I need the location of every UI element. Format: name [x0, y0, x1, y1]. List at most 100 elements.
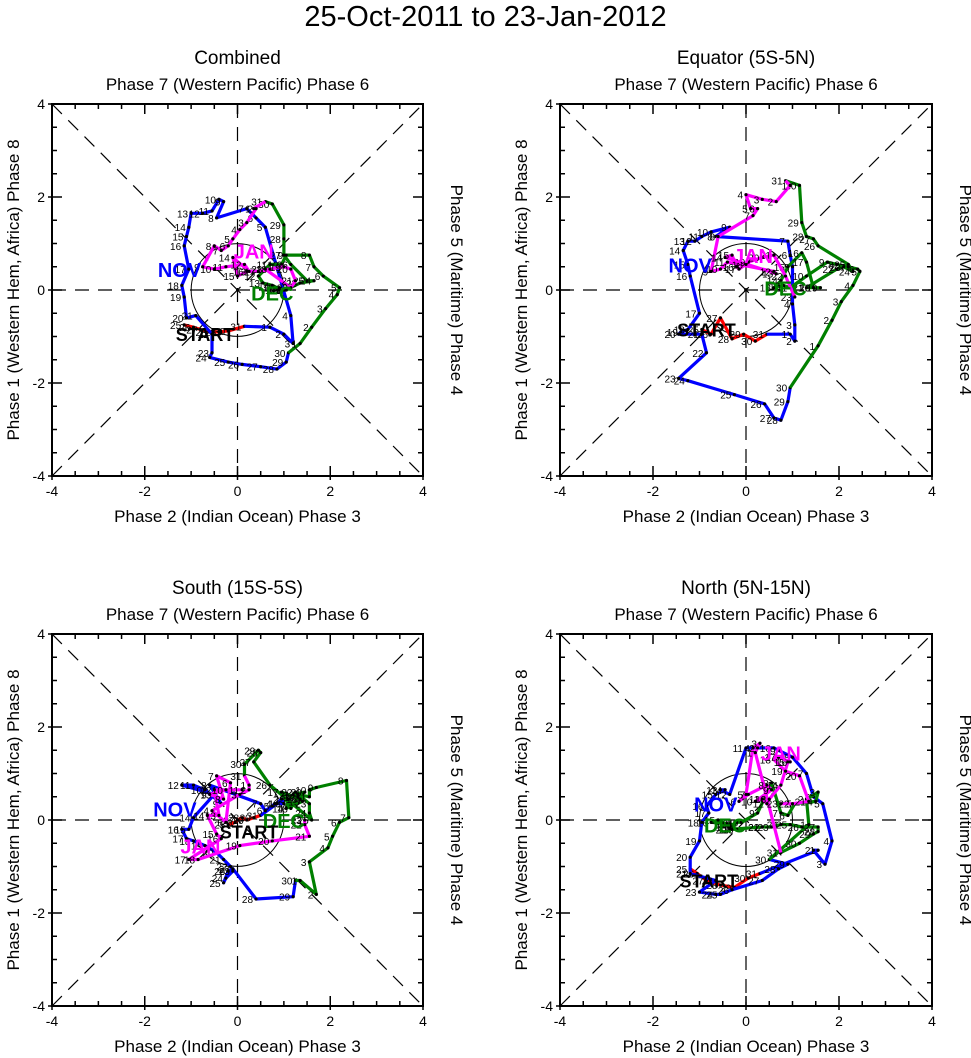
data-point — [811, 286, 816, 290]
data-point — [203, 843, 207, 848]
day-label: 7 — [744, 212, 750, 223]
data-point — [709, 332, 713, 336]
data-point — [774, 272, 778, 276]
y-tick-label: 2 — [37, 189, 45, 205]
data-point — [816, 244, 820, 248]
y-tick-label: -4 — [33, 998, 46, 1014]
data-point — [344, 778, 349, 783]
data-point — [217, 813, 221, 817]
data-point — [818, 286, 823, 290]
right-axis-label: Phase 5 (Maritime) Phase 4 — [447, 185, 466, 396]
day-label: 3 — [285, 339, 291, 350]
day-label: 14 — [219, 253, 231, 264]
data-point — [252, 816, 256, 820]
day-label: 20 — [291, 788, 303, 799]
x-tick-label: 2 — [835, 1013, 843, 1029]
day-label: 2 — [273, 795, 279, 806]
day-label: 15 — [172, 233, 184, 244]
start-label: START — [679, 871, 738, 891]
data-point — [700, 234, 704, 239]
day-label: 18 — [168, 281, 180, 292]
data-point — [697, 890, 702, 894]
day-label: 7 — [740, 790, 746, 801]
day-label: 29 — [720, 883, 732, 894]
data-point — [793, 323, 797, 327]
day-label: 16 — [265, 284, 277, 295]
day-label: 31 — [230, 322, 242, 333]
day-label: 27 — [799, 235, 811, 246]
day-label: 13 — [177, 209, 189, 220]
day-label: 22 — [702, 876, 714, 887]
day-label: 25 — [688, 326, 700, 337]
data-point — [797, 183, 802, 187]
data-point — [321, 274, 325, 278]
data-point — [821, 802, 825, 806]
day-label: 4 — [231, 226, 237, 237]
day-label: 20 — [277, 265, 289, 276]
day-label: 4 — [823, 837, 829, 848]
data-point — [254, 207, 258, 211]
day-label: 9 — [763, 786, 769, 797]
day-label: 3 — [833, 298, 839, 309]
data-point — [797, 774, 802, 778]
data-point — [804, 771, 809, 776]
data-point — [284, 806, 288, 810]
data-point — [191, 839, 196, 843]
month-label-jan: JAN — [733, 246, 773, 268]
month-label-dec: DEC — [704, 816, 746, 838]
data-point — [835, 262, 839, 267]
day-label: 15 — [288, 797, 300, 808]
day-label: 14 — [175, 223, 187, 234]
day-label: 1 — [810, 342, 816, 353]
data-point — [800, 251, 804, 255]
day-label: 27 — [804, 823, 816, 834]
data-point — [228, 864, 233, 869]
data-point — [275, 367, 279, 371]
data-point — [270, 202, 274, 206]
data-point — [760, 197, 764, 201]
day-label: 1 — [261, 323, 267, 334]
data-point — [226, 823, 230, 827]
data-point — [756, 746, 760, 750]
data-point — [231, 237, 235, 241]
data-point — [816, 848, 820, 852]
day-label: 28 — [804, 828, 816, 839]
day-label: 26 — [788, 823, 800, 834]
x-tick-label: 4 — [419, 483, 427, 499]
month-label-dec: DEC — [263, 811, 305, 833]
start-label: START — [677, 321, 736, 341]
data-point — [779, 802, 783, 806]
data-point — [282, 332, 286, 336]
day-label: 19 — [806, 284, 818, 295]
data-point — [825, 260, 829, 264]
data-point — [681, 248, 685, 253]
x-tick-label: -2 — [647, 483, 660, 499]
data-point — [772, 286, 776, 290]
data-point — [723, 788, 727, 792]
data-point — [247, 788, 251, 792]
day-label: 27 — [186, 326, 198, 337]
data-point — [217, 197, 221, 201]
day-label: 30 — [776, 384, 788, 395]
data-point — [804, 260, 809, 264]
x-tick-label: -2 — [139, 483, 152, 499]
data-point — [811, 848, 816, 852]
data-point — [772, 269, 776, 273]
data-point — [709, 230, 713, 234]
data-point — [215, 832, 219, 836]
day-label: 23 — [664, 374, 676, 385]
data-point — [184, 316, 189, 320]
day-label: 24 — [212, 874, 224, 885]
day-label: 8 — [710, 233, 716, 244]
day-label: 5 — [264, 802, 270, 813]
data-point — [235, 274, 240, 278]
data-point — [816, 830, 820, 834]
data-point — [307, 834, 311, 838]
data-point — [279, 797, 284, 801]
data-point — [779, 811, 783, 815]
data-point — [231, 867, 235, 871]
data-point — [303, 823, 307, 827]
data-point — [793, 295, 797, 299]
day-label: 18 — [184, 856, 196, 867]
